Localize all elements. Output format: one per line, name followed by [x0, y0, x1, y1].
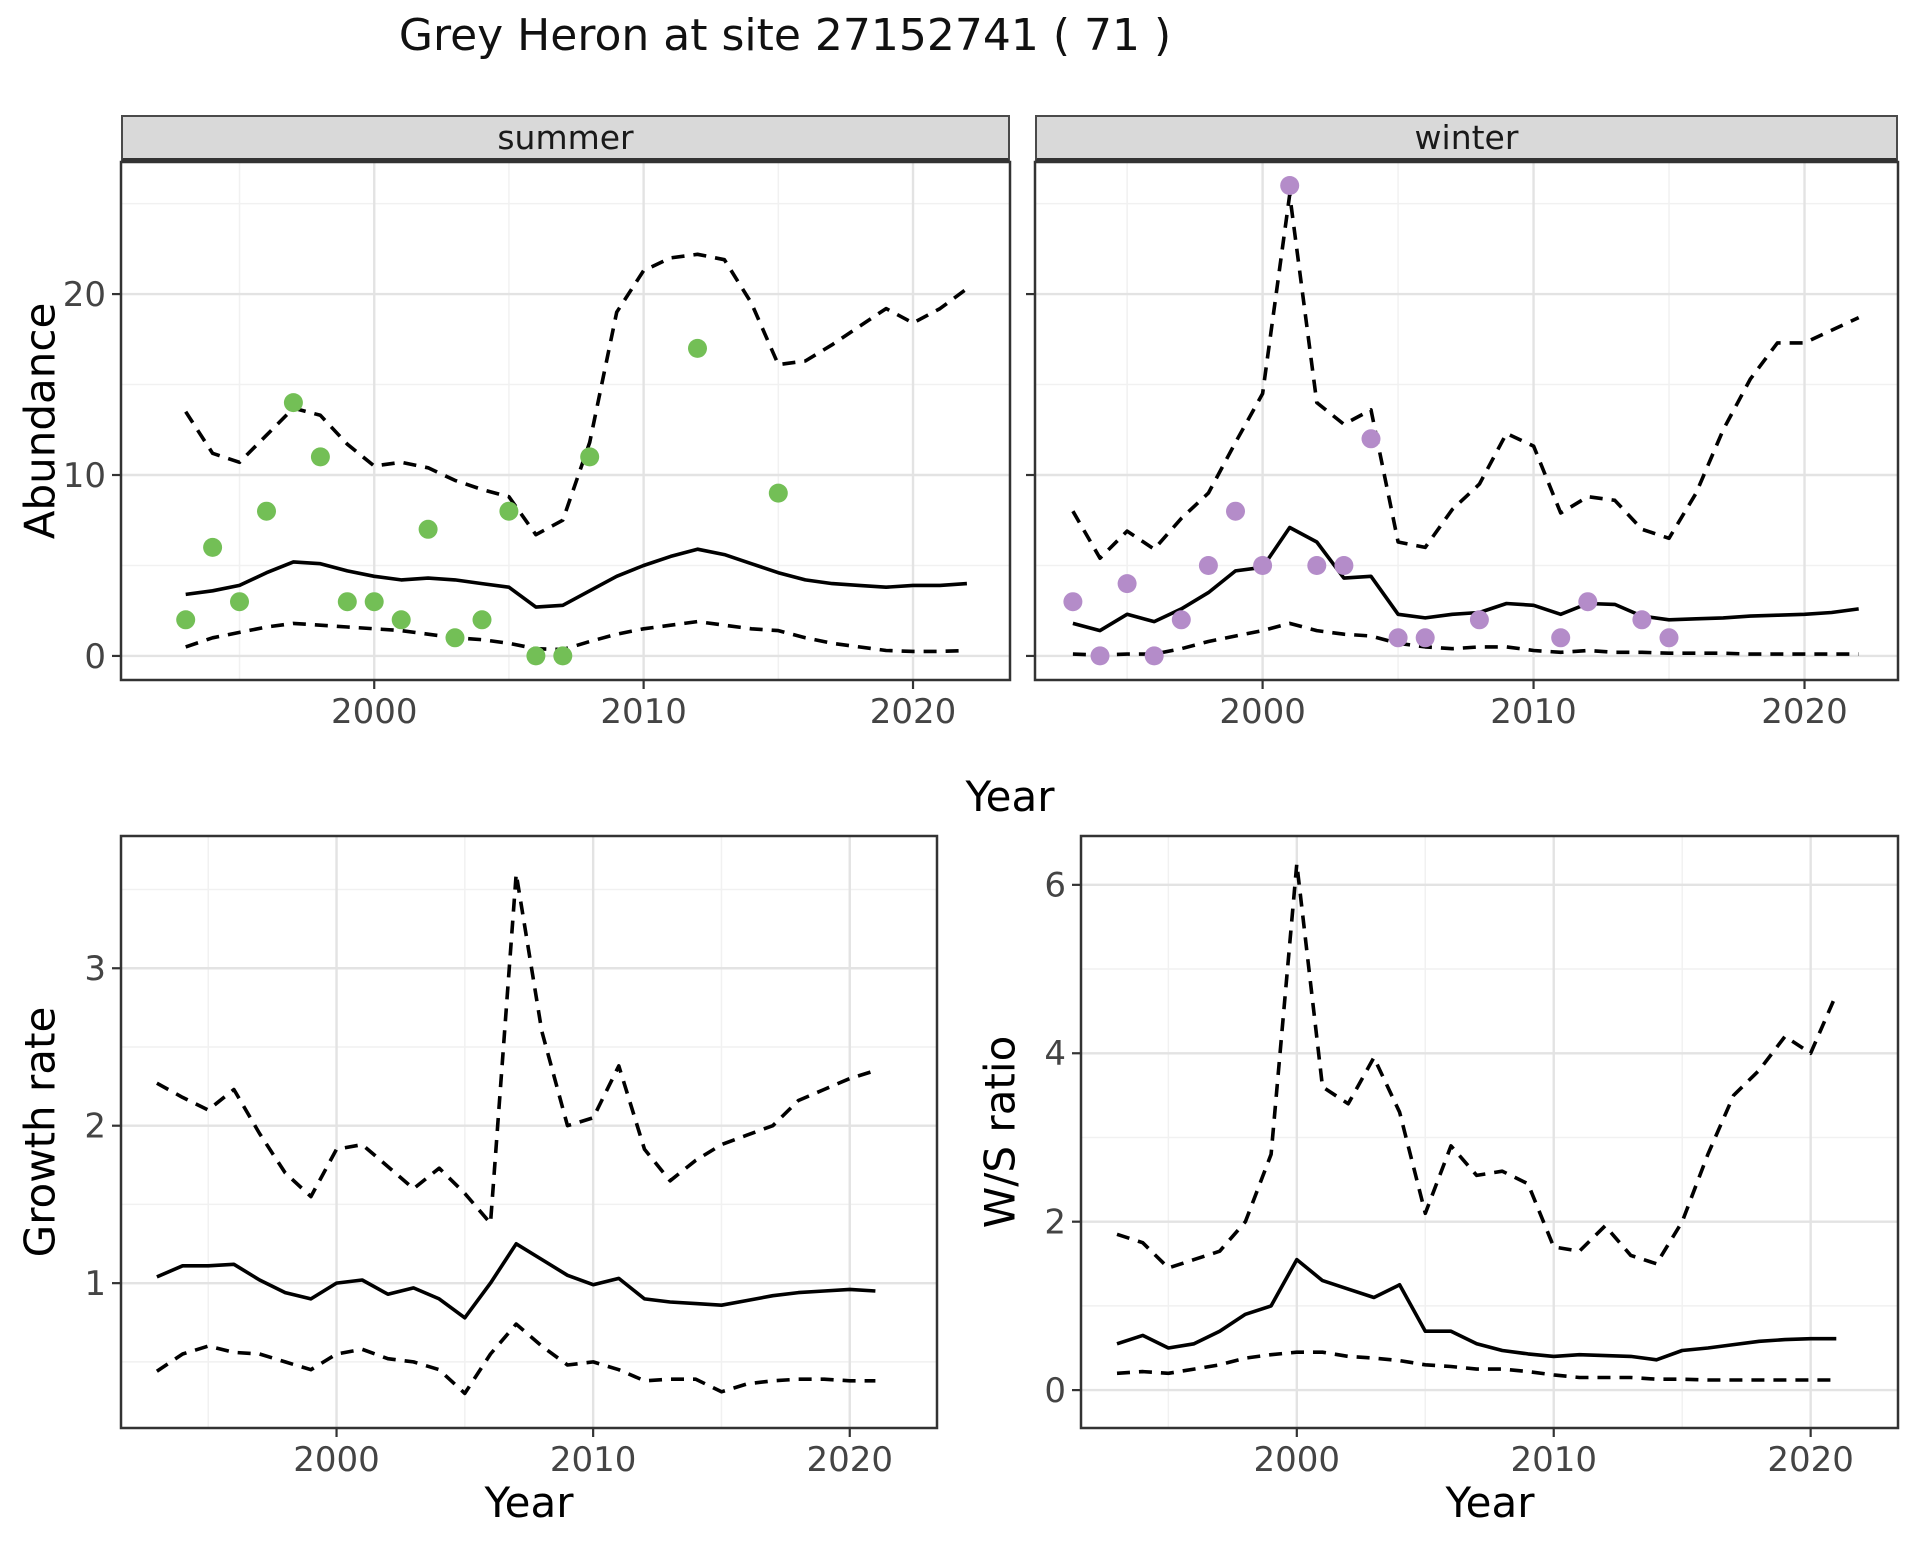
abundance-summer-panel: [121, 162, 1010, 680]
abundance-summer-observed-point: [445, 628, 465, 648]
y-tick-label: 3: [84, 949, 106, 989]
facet-strip-summer-label: summer: [497, 118, 634, 157]
growth-rate-panel-border: [119, 834, 939, 1430]
abundance-summer-observed-point: [688, 338, 707, 358]
x-tick-label: 2000: [331, 692, 418, 732]
abundance-winter-observed-point: [1198, 556, 1218, 575]
abundance-winter-panel-border: [1033, 160, 1900, 682]
x-tick-label: 2020: [806, 1440, 893, 1480]
growth-rate-panel: [121, 836, 937, 1428]
x-tick-label: 2010: [1490, 692, 1577, 732]
abundance-winter-lower_ci-line: [1072, 621, 1859, 657]
x-tick-label: 2020: [870, 692, 957, 732]
facet-strip-winter: winter: [1035, 115, 1898, 162]
abundance-summer-observed-point: [337, 592, 357, 612]
abundance-winter-observed-point: [1632, 610, 1652, 630]
x-tick-label: 2020: [1761, 692, 1848, 732]
abundance-summer-observed-point: [580, 447, 600, 467]
y-tick-label: 0: [84, 637, 106, 677]
abundance-winter-observed-point: [1117, 574, 1137, 594]
x-tick-label: 2000: [1254, 1440, 1341, 1480]
abundance-winter-observed-point: [1307, 556, 1327, 575]
y-tick-label: 10: [63, 456, 106, 496]
x-tick-label: 2010: [600, 692, 687, 732]
abundance-winter-observed-point: [1659, 628, 1679, 648]
abundance-summer-observed-point: [526, 646, 546, 666]
abundance-summer-lower_ci-line: [185, 619, 967, 654]
abundance-summer-observed-point: [499, 501, 519, 521]
ws-ratio-upper_ci-line: [1116, 862, 1838, 1270]
x-tick-label: 2010: [550, 1440, 637, 1480]
x-tick-label: 2000: [293, 1440, 380, 1480]
facet-strip-winter-label: winter: [1414, 118, 1519, 157]
y-tick-label: 4: [1044, 1034, 1066, 1074]
abundance-summer-upper_ci-line: [184, 252, 968, 537]
abundance-winter-observed-point: [1415, 628, 1435, 648]
abundance-summer-observed-point: [364, 592, 384, 612]
abundance-summer-observed-point: [418, 519, 438, 539]
x-axis-title-year-top: Year: [965, 772, 1055, 821]
y-axis-title-growth-rate: Growth rate: [15, 1006, 65, 1258]
x-tick-label: 2020: [1767, 1440, 1854, 1480]
abundance-winter-observed-point: [1063, 592, 1083, 612]
abundance-summer-observed-point: [176, 610, 196, 630]
abundance-winter-observed-point: [1469, 610, 1489, 630]
y-tick-label: 20: [63, 275, 106, 315]
y-axis-title-ws-ratio: W/S ratio: [975, 1035, 1025, 1229]
abundance-winter-upper_ci-line: [1071, 192, 1860, 560]
abundance-summer-observed-point: [472, 610, 492, 630]
abundance-summer-observed-point: [257, 501, 276, 521]
growth-rate-lower_ci-line: [155, 1322, 876, 1396]
abundance-winter-observed-point: [1144, 646, 1164, 666]
abundance-winter-observed-point: [1334, 556, 1354, 575]
y-tick-label: 1: [84, 1264, 106, 1304]
abundance-winter-observed-point: [1171, 610, 1191, 630]
abundance-summer-observed-point: [391, 610, 411, 630]
abundance-summer-observed-point: [203, 537, 223, 557]
y-tick-label: 2: [84, 1107, 106, 1147]
growth-rate-fitted-line: [156, 1242, 876, 1320]
facet-strip-summer: summer: [121, 115, 1010, 162]
abundance-winter-observed-point: [1361, 429, 1381, 449]
abundance-winter-fitted-line: [1072, 525, 1859, 633]
abundance-winter-observed-point: [1388, 628, 1408, 648]
abundance-summer-panel-border: [119, 160, 1012, 682]
chart-title: Grey Heron at site 27152741 ( 71 ): [398, 10, 1172, 61]
abundance-summer-observed-point: [283, 393, 303, 413]
abundance-winter-panel: [1035, 162, 1898, 680]
abundance-winter-observed-point: [1226, 501, 1245, 521]
abundance-winter-observed-point: [1253, 556, 1273, 575]
ws-ratio-panel-border: [1079, 834, 1900, 1430]
abundance-summer-fitted-line: [185, 547, 968, 609]
y-tick-label: 6: [1044, 866, 1066, 906]
abundance-winter-observed-point: [1578, 592, 1598, 612]
abundance-winter-observed-point: [1551, 628, 1571, 648]
y-tick-label: 0: [1044, 1371, 1066, 1411]
abundance-summer-observed-point: [553, 646, 573, 666]
x-tick-label: 2000: [1219, 692, 1306, 732]
ws-ratio-lower_ci-line: [1116, 1350, 1837, 1382]
abundance-summer-observed-point: [230, 592, 249, 612]
y-tick-label: 2: [1044, 1203, 1066, 1243]
abundance-winter-observed-point: [1280, 176, 1300, 195]
x-tick-label: 2010: [1510, 1440, 1597, 1480]
ws-ratio-panel: [1081, 836, 1898, 1428]
y-axis-title-abundance: Abundance: [15, 302, 65, 540]
ws-ratio-fitted-line: [1116, 1257, 1837, 1362]
x-axis-title-year-growth: Year: [484, 1478, 574, 1527]
abundance-winter-observed-point: [1090, 646, 1110, 666]
abundance-summer-observed-point: [310, 447, 330, 467]
x-axis-title-year-ws: Year: [1445, 1478, 1535, 1527]
abundance-summer-observed-point: [768, 483, 788, 503]
